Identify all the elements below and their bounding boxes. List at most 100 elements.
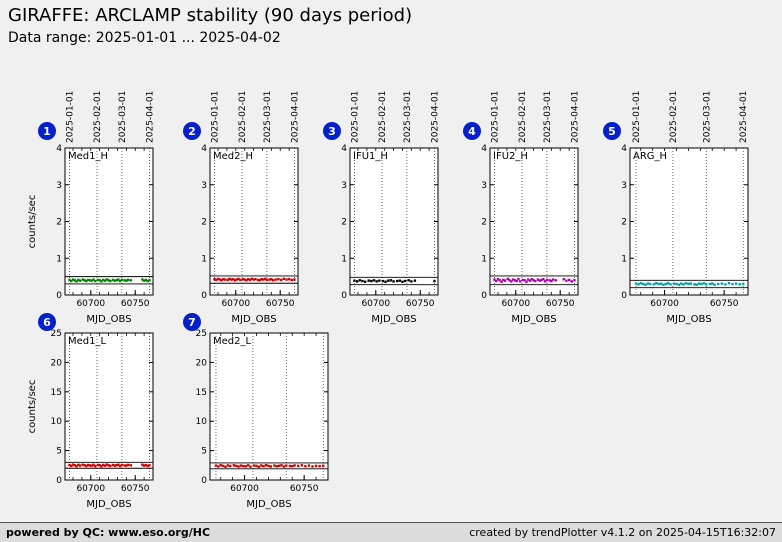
svg-text:2025-01-01: 2025-01-01 (65, 91, 75, 143)
svg-text:2025-03-01: 2025-03-01 (118, 91, 128, 143)
panel-badge-3[interactable]: 3 (323, 122, 341, 140)
svg-text:2: 2 (481, 218, 487, 228)
svg-text:60750: 60750 (121, 299, 150, 309)
svg-text:2025-02-01: 2025-02-01 (669, 91, 679, 143)
svg-text:0: 0 (56, 476, 62, 486)
svg-text:60750: 60750 (266, 299, 295, 309)
svg-text:20: 20 (196, 358, 208, 368)
svg-text:Med2_L: Med2_L (213, 336, 251, 347)
subplot-med1-l: 60700 60750 0 5 10 15 20 25 Med1_L MJD_OBS counts/… (27, 329, 154, 510)
svg-text:MJD_OBS: MJD_OBS (231, 314, 276, 325)
svg-text:1: 1 (341, 254, 347, 264)
panel-badge-6[interactable]: 6 (38, 313, 56, 331)
svg-text:25: 25 (51, 329, 62, 339)
svg-text:1: 1 (621, 254, 627, 264)
svg-text:2025-04-01: 2025-04-01 (430, 91, 440, 143)
svg-text:60700: 60700 (650, 299, 679, 309)
svg-text:10: 10 (196, 417, 208, 427)
svg-text:60700: 60700 (230, 484, 259, 494)
svg-text:2025-02-01: 2025-02-01 (238, 91, 248, 143)
svg-text:2025-03-01: 2025-03-01 (403, 91, 413, 143)
qc-link[interactable]: powered by QC: www.eso.org/HC (6, 526, 211, 539)
subplot-med1-h: 2025-01-01 2025-02-01 2025-03-01 2025-04-01… (27, 91, 155, 325)
svg-text:1: 1 (56, 254, 62, 264)
svg-text:0: 0 (56, 291, 62, 301)
svg-text:2025-03-01: 2025-03-01 (543, 91, 553, 143)
subplot-ifu1-h: 2025-01-01 2025-02-01 2025-03-01 2025-04-01… (341, 91, 440, 325)
svg-text:60700: 60700 (76, 299, 105, 309)
panel-badge-4[interactable]: 4 (463, 122, 481, 140)
svg-text:MJD_OBS: MJD_OBS (86, 499, 131, 510)
svg-text:60700: 60700 (501, 299, 530, 309)
page-title: GIRAFFE: ARCLAMP stability (90 days peri… (8, 5, 413, 26)
svg-text:5: 5 (201, 447, 207, 457)
svg-text:MJD_OBS: MJD_OBS (246, 499, 291, 510)
svg-text:2: 2 (621, 218, 627, 228)
svg-text:2025-03-01: 2025-03-01 (263, 91, 273, 143)
svg-text:4: 4 (201, 144, 207, 154)
panel-badge-7[interactable]: 7 (183, 313, 201, 331)
svg-text:2025-02-01: 2025-02-01 (518, 91, 528, 143)
panel-badge-1[interactable]: 1 (38, 122, 56, 140)
subplot-med2-h: 2025-01-01 2025-02-01 2025-03-01 2025-04-01… (201, 91, 300, 325)
svg-text:4: 4 (621, 144, 627, 154)
panel-badge-2[interactable]: 2 (183, 122, 201, 140)
svg-text:60700: 60700 (361, 299, 390, 309)
subplot-ifu2-h: 2025-01-01 2025-02-01 2025-03-01 2025-04-01… (481, 91, 580, 325)
svg-text:3: 3 (341, 181, 347, 191)
svg-text:60750: 60750 (546, 299, 575, 309)
svg-text:2025-04-01: 2025-04-01 (739, 91, 749, 143)
svg-text:3: 3 (56, 181, 62, 191)
svg-text:20: 20 (51, 358, 63, 368)
svg-text:2025-04-01: 2025-04-01 (290, 91, 300, 143)
svg-text:Med2_H: Med2_H (213, 151, 253, 162)
svg-text:2025-01-01: 2025-01-01 (210, 91, 220, 143)
svg-text:0: 0 (481, 291, 487, 301)
svg-text:3: 3 (481, 181, 487, 191)
svg-text:60750: 60750 (290, 484, 319, 494)
svg-text:60750: 60750 (121, 484, 150, 494)
svg-text:Med1_L: Med1_L (68, 336, 106, 347)
svg-text:2025-01-01: 2025-01-01 (490, 91, 500, 143)
svg-text:MJD_OBS: MJD_OBS (86, 314, 131, 325)
svg-text:2025-03-01: 2025-03-01 (702, 91, 712, 143)
svg-text:0: 0 (621, 291, 627, 301)
svg-text:MJD_OBS: MJD_OBS (371, 314, 416, 325)
svg-text:25: 25 (196, 329, 207, 339)
svg-text:IFU2_H: IFU2_H (493, 151, 528, 162)
subplot-arg-h: 2025-01-01 2025-02-01 2025-03-01 2025-04-01… (621, 91, 749, 325)
subplot-med2-l: 60700 60750 0 5 10 15 20 25 Med2_L MJD_OBS (196, 329, 329, 510)
page-header: GIRAFFE: ARCLAMP stability (90 days peri… (8, 5, 412, 46)
svg-text:2025-04-01: 2025-04-01 (570, 91, 580, 143)
panel-badge-5[interactable]: 5 (603, 122, 621, 140)
data-range-subtitle: Data range: 2025-01-01 ... 2025-04-02 (8, 30, 281, 46)
svg-text:60700: 60700 (221, 299, 250, 309)
svg-text:0: 0 (341, 291, 347, 301)
svg-text:1: 1 (201, 254, 207, 264)
svg-text:2025-01-01: 2025-01-01 (350, 91, 360, 143)
svg-text:2025-01-01: 2025-01-01 (632, 91, 642, 143)
svg-text:3: 3 (201, 181, 207, 191)
svg-text:0: 0 (201, 476, 207, 486)
svg-text:4: 4 (341, 144, 347, 154)
svg-text:IFU1_H: IFU1_H (353, 151, 388, 162)
svg-text:2: 2 (56, 218, 62, 228)
svg-text:Med1_H: Med1_H (68, 151, 108, 162)
svg-text:2: 2 (341, 218, 347, 228)
svg-text:MJD_OBS: MJD_OBS (666, 314, 711, 325)
svg-text:4: 4 (481, 144, 487, 154)
svg-text:60700: 60700 (76, 484, 105, 494)
svg-text:4: 4 (56, 144, 62, 154)
svg-text:5: 5 (56, 447, 62, 457)
svg-text:2025-02-01: 2025-02-01 (378, 91, 388, 143)
svg-text:2025-04-01: 2025-04-01 (145, 91, 155, 143)
svg-text:0: 0 (201, 291, 207, 301)
svg-text:1: 1 (481, 254, 487, 264)
svg-text:10: 10 (51, 417, 63, 427)
svg-text:MJD_OBS: MJD_OBS (511, 314, 556, 325)
svg-text:2: 2 (201, 218, 207, 228)
svg-text:counts/sec: counts/sec (27, 195, 38, 249)
svg-text:60750: 60750 (710, 299, 739, 309)
status-bar: powered by QC: www.eso.org/HC created by… (0, 522, 782, 542)
svg-text:60750: 60750 (406, 299, 435, 309)
